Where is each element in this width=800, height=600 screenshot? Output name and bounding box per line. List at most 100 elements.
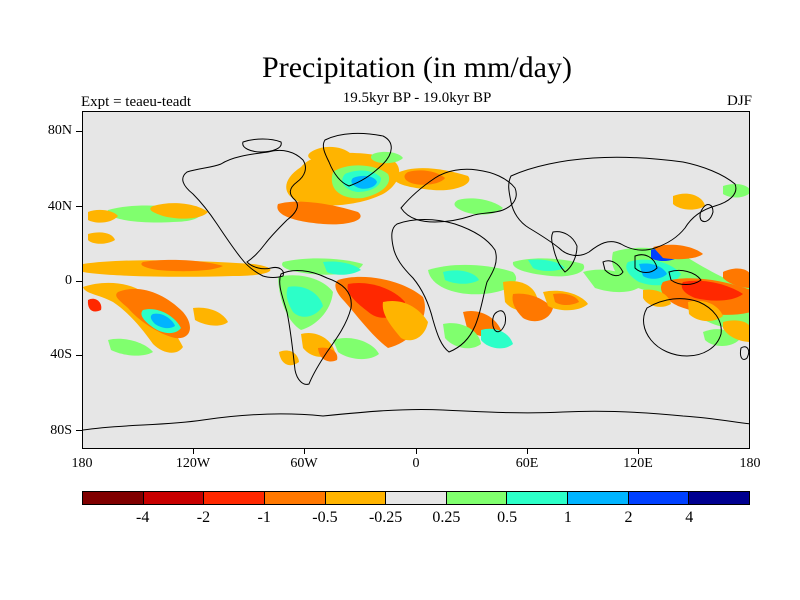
anomaly-patch	[323, 261, 361, 275]
anomaly-patch	[583, 269, 643, 293]
season-label: DJF	[726, 93, 752, 109]
colorbar-tick-label: -2	[196, 509, 211, 526]
anomaly-patch	[553, 293, 579, 305]
anomaly-patch	[318, 347, 338, 362]
coastline-arctic-islands	[242, 138, 282, 153]
anomaly-patch	[382, 300, 428, 341]
lat-label-equator: 0	[65, 273, 72, 288]
map-panel	[82, 111, 750, 449]
anomaly-patch	[108, 338, 153, 356]
lon-label-180e: 180	[739, 456, 761, 471]
colorbar-tick-label: -0.5	[312, 509, 338, 526]
anomaly-patch	[83, 282, 183, 353]
coastline-sumatra	[602, 260, 624, 277]
anomaly-patch	[404, 170, 445, 185]
colorbar-tick-label: 1	[563, 509, 572, 526]
lon-tick	[304, 449, 305, 454]
colorbar-tick-label: -0.25	[368, 509, 403, 526]
anomaly-patch	[512, 293, 553, 322]
coastline-europe	[400, 168, 517, 223]
coastline-madagascar	[492, 310, 506, 333]
coastline-south-america	[279, 270, 352, 385]
coastline-new-zealand	[740, 346, 749, 361]
lat-label-80n: 80N	[47, 123, 72, 138]
lat-tick	[76, 430, 82, 431]
lon-label-120w: 120W	[175, 456, 211, 471]
anomaly-patch	[88, 209, 118, 223]
colorbar-swatch	[83, 492, 144, 504]
anomaly-patch	[193, 307, 228, 326]
colorbar-tick-label: 0.5	[497, 509, 518, 526]
precipitation-map	[83, 132, 749, 431]
anomaly-patch	[528, 259, 565, 271]
lat-tick	[76, 206, 82, 207]
anomaly-patch	[88, 232, 115, 244]
anomaly-patch	[279, 350, 299, 366]
anomaly-patch	[150, 313, 175, 329]
coastlines	[83, 132, 749, 431]
anomaly-patch	[681, 280, 743, 301]
lon-label-180w: 180	[71, 456, 93, 471]
lon-tick	[638, 449, 639, 454]
colorbar-swatch	[386, 492, 447, 504]
colorbar-swatch	[143, 492, 205, 504]
anomaly-patch	[443, 270, 479, 284]
colorbar-swatch	[507, 492, 569, 504]
coastline-india	[551, 231, 578, 273]
colorbar-tick-label: -1	[257, 509, 271, 526]
colorbar-tick-label: 4	[685, 509, 694, 526]
coastline-antarctica	[83, 408, 749, 431]
coastline-borneo	[634, 254, 658, 273]
coastline-new-guinea	[668, 269, 702, 285]
lon-label-60e: 60E	[515, 456, 539, 471]
lat-label-80s: 80S	[50, 423, 72, 438]
colorbar-swatch	[628, 492, 690, 504]
colorbar-swatch	[264, 492, 326, 504]
colorbar-swatch	[689, 492, 750, 504]
lat-tick	[76, 281, 82, 282]
anomaly-patch	[277, 201, 361, 225]
lat-label-40s: 40S	[50, 347, 72, 362]
anomaly-patch	[286, 286, 323, 317]
chart-title: Precipitation (in mm/day)	[262, 51, 572, 84]
coastline-greenland	[322, 132, 392, 187]
anomaly-patch	[481, 328, 513, 349]
colorbar-swatch	[446, 492, 508, 504]
anomaly-patch	[141, 259, 223, 272]
anomaly-patch	[723, 184, 749, 198]
anomaly-patch	[443, 323, 481, 349]
lon-label-60w: 60W	[290, 456, 318, 471]
colorbar-swatch	[325, 492, 387, 504]
coastline-asia	[508, 156, 737, 256]
coastline-australia	[643, 298, 722, 357]
experiment-label: Expt = teaeu-teadt	[81, 94, 192, 110]
anomaly-patch	[653, 244, 703, 260]
colorbar-tick-label: 2	[624, 509, 633, 526]
coastline-africa	[391, 219, 497, 353]
colorbar	[82, 491, 750, 505]
lat-label-40n: 40N	[47, 199, 72, 214]
anomaly-patch	[688, 300, 723, 322]
colorbar-swatch	[204, 492, 265, 504]
anomaly-patch	[150, 203, 208, 219]
anomaly-fills	[83, 146, 749, 366]
anomaly-patch	[333, 337, 379, 360]
anomaly-patch	[673, 193, 705, 210]
coastline-north-america	[182, 149, 306, 278]
anomaly-patch	[370, 151, 403, 164]
lat-tick	[76, 355, 82, 356]
lat-tick	[76, 131, 82, 132]
anomaly-patch	[454, 198, 503, 215]
chart-subtitle: 19.5kyr BP - 19.0kyr BP	[342, 90, 492, 106]
coastline-japan	[699, 204, 714, 223]
colorbar-tick-label: -4	[136, 509, 150, 526]
lon-tick	[527, 449, 528, 454]
anomaly-patch	[308, 146, 351, 163]
anomaly-patch	[723, 320, 749, 342]
anomaly-patch	[723, 268, 749, 288]
anomaly-patch	[351, 175, 377, 189]
lon-label-0: 0	[412, 456, 420, 471]
lon-tick	[193, 449, 194, 454]
anomaly-patch	[87, 298, 102, 312]
lon-tick	[416, 449, 417, 454]
